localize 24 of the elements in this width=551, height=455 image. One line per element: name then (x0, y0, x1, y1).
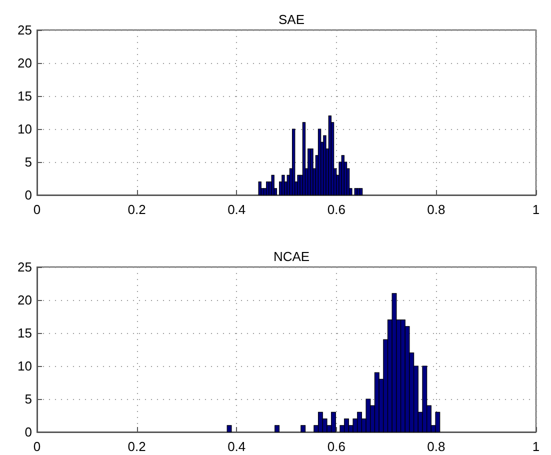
x-tick-label: 0.8 (427, 439, 446, 454)
chart-title: SAE (278, 12, 305, 27)
y-tick-label: 20 (18, 292, 32, 308)
y-tick-label: 5 (24, 154, 32, 170)
x-tick-label: 0.2 (128, 439, 146, 454)
y-tick-label: 20 (18, 56, 32, 70)
y-tick-label: 25 (18, 22, 32, 38)
x-tick-label: 0.2 (128, 202, 146, 217)
x-tick-label: 1 (532, 439, 540, 454)
y-tick-label: 10 (18, 358, 32, 374)
x-tick-label: 0.6 (327, 439, 346, 454)
x-tick-label: 0.4 (228, 202, 246, 217)
y-tick-label: 10 (18, 122, 32, 136)
y-tick-label: 15 (18, 88, 32, 104)
y-tick-label: 0 (24, 188, 32, 202)
y-tick-label: 15 (18, 326, 32, 340)
x-tick-label: 0.6 (327, 202, 346, 217)
y-tick-label: 25 (18, 260, 32, 274)
x-tick-label: 1 (532, 202, 540, 217)
chart-title: NCAE (273, 249, 310, 264)
y-tick-label: 5 (24, 392, 32, 406)
x-tick-label: 0.4 (228, 439, 246, 454)
x-tick-label: 0.8 (427, 202, 446, 217)
y-tick-label: 0 (24, 424, 32, 440)
